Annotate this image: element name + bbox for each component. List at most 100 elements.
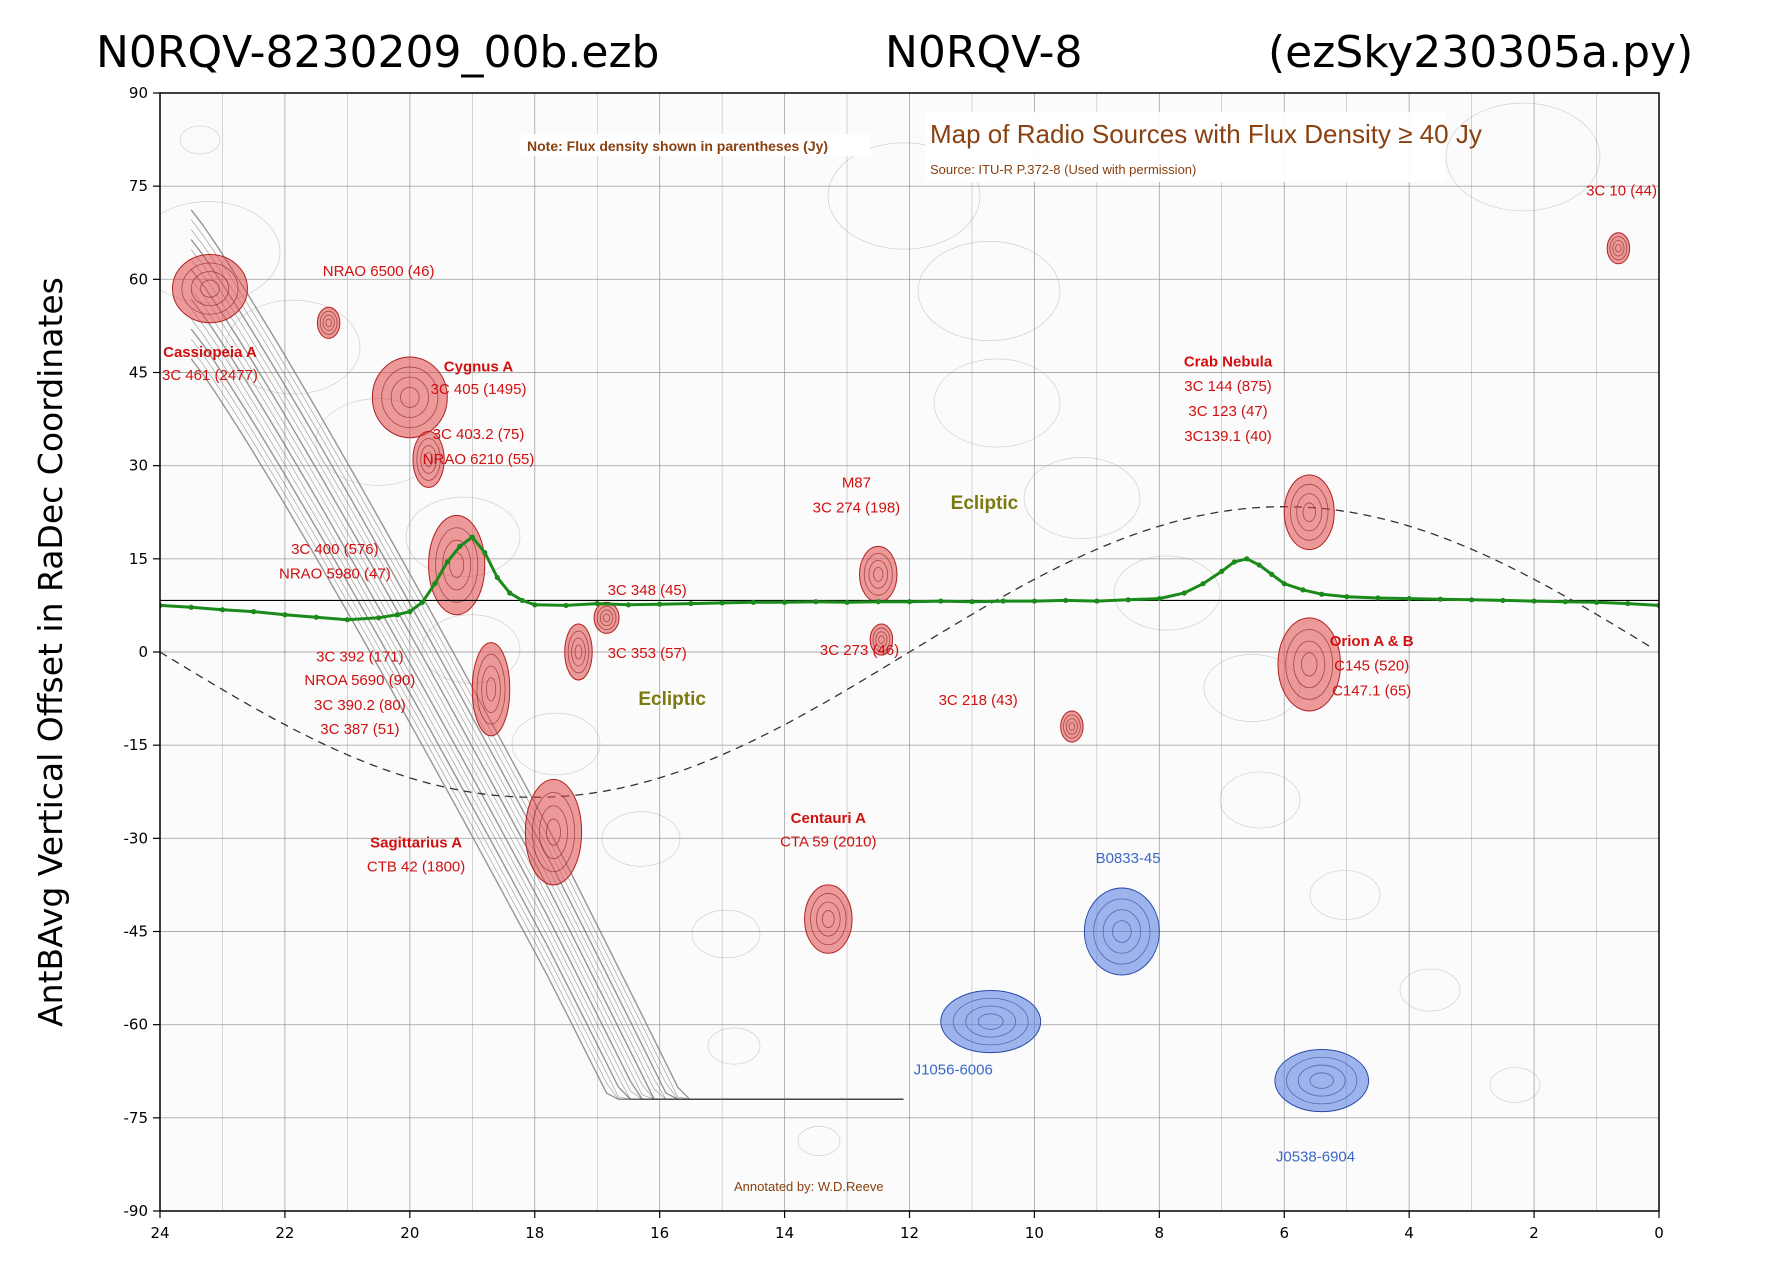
series-point [1031, 598, 1038, 604]
source-label: NRAO 5980 (47) [279, 566, 391, 583]
series-point [1244, 556, 1250, 562]
red-source-ring [1615, 243, 1622, 253]
source-label: 3C 10 (44) [1586, 182, 1657, 199]
map-source: Source: ITU-R P.372-8 (Used with permiss… [930, 162, 1196, 177]
y-axis-ticks: 90 75 60 45 30 15 0 -15 -30 -45 -60 -75 -90 [124, 84, 160, 1220]
contour-ring [179, 125, 221, 155]
red-source-ring [863, 552, 893, 596]
series-point [394, 612, 400, 618]
series-point [407, 609, 413, 615]
series-point [719, 600, 725, 606]
red-radio-source [428, 514, 486, 616]
red-radio-source [593, 601, 620, 634]
series-point [1344, 594, 1350, 600]
source-label: Centauri A [791, 810, 866, 827]
series-point [1500, 597, 1506, 604]
source-label: M87 [842, 474, 871, 491]
y-tick-label: -45 [124, 923, 149, 941]
red-source-ring [532, 792, 575, 873]
contour-ring [1219, 771, 1301, 829]
series-point [457, 543, 463, 550]
source-label: 3C 387 (51) [320, 721, 399, 738]
contour-ring [1309, 870, 1381, 920]
blue-radio-source [940, 990, 1042, 1054]
title-right: (ezSky230305a.py) [1268, 27, 1693, 78]
red-source-ring [416, 438, 441, 481]
red-radio-source [171, 253, 248, 324]
series-point [1231, 559, 1237, 565]
red-source-ring [476, 653, 506, 725]
y-tick-label: -75 [124, 1109, 149, 1127]
red-source-ring [390, 376, 429, 418]
red-source-ring [1068, 722, 1076, 731]
red-radio-source [564, 623, 593, 681]
x-tick-label: 16 [650, 1224, 669, 1242]
contour-ring [797, 1126, 841, 1157]
source-label: 3C 218 (43) [939, 692, 1018, 709]
red-source-ring [539, 805, 568, 859]
series-point [1593, 599, 1600, 605]
series-point [657, 601, 663, 607]
y-tick-label: -90 [124, 1202, 149, 1220]
blue-source-ring [977, 1013, 1004, 1030]
red-radio-source [1606, 232, 1631, 265]
red-source-ring [603, 613, 611, 623]
blue-source-ring [1297, 1064, 1346, 1097]
source-label: 3C 144 (875) [1184, 378, 1272, 395]
blue-radio-source [1083, 887, 1160, 976]
contour-ring [691, 909, 761, 959]
red-source-ring [1290, 483, 1329, 541]
series-point [1219, 568, 1225, 574]
title-center: N0RQV-8 [885, 27, 1083, 78]
series-point [781, 599, 788, 605]
red-source-ring [1063, 714, 1081, 739]
series-point [1269, 571, 1275, 577]
red-source-ring [878, 635, 885, 644]
y-tick-label: 0 [138, 643, 148, 661]
x-tick-label: 0 [1654, 1224, 1664, 1242]
series-point [750, 599, 756, 605]
series-point [1256, 562, 1262, 568]
contour-ring [933, 358, 1061, 448]
red-source-ring [1302, 502, 1316, 522]
red-source-ring [381, 366, 439, 429]
red-radio-source [316, 306, 341, 339]
series-point [1094, 598, 1100, 604]
x-tick-label: 8 [1155, 1224, 1165, 1242]
series-point [688, 600, 694, 607]
series-point [444, 559, 450, 565]
series-point [1562, 599, 1568, 605]
series-point [313, 614, 319, 620]
red-radio-source [524, 778, 583, 886]
red-source-ring [1612, 240, 1625, 257]
red-radio-source [804, 884, 853, 954]
red-source-ring [1296, 493, 1323, 532]
red-source-ring [181, 262, 239, 315]
map-annotations: Map of Radio Sources with Flux Density ≥… [520, 112, 1482, 1194]
series-point [344, 617, 350, 623]
series-point [1625, 600, 1631, 607]
series-point [251, 609, 257, 615]
contour-ring [225, 299, 361, 395]
antbavg-series [160, 534, 1659, 623]
x-tick-label: 2 [1529, 1224, 1539, 1242]
blue-source-ring [1102, 909, 1141, 954]
series-point [282, 612, 288, 618]
series-point [1406, 595, 1412, 602]
red-source-ring [1285, 629, 1334, 700]
source-label: NRAO 6210 (55) [423, 451, 535, 468]
source-label: Cygnus A [444, 358, 514, 375]
red-source-ring [574, 644, 583, 660]
red-source-ring [1609, 236, 1628, 261]
x-tick-label: 10 [1025, 1224, 1044, 1242]
source-label: 3C 405 (1495) [431, 381, 527, 398]
contour-ring [917, 241, 1061, 342]
series-point [813, 599, 819, 605]
source-label: 3C 461 (2477) [162, 367, 258, 384]
blue-source-ring [1093, 898, 1151, 965]
red-source-ring [567, 630, 590, 674]
red-source-ring [872, 627, 891, 652]
red-radio-source [1277, 617, 1341, 712]
x-tick-label: 24 [150, 1224, 169, 1242]
series-point [1531, 598, 1537, 604]
